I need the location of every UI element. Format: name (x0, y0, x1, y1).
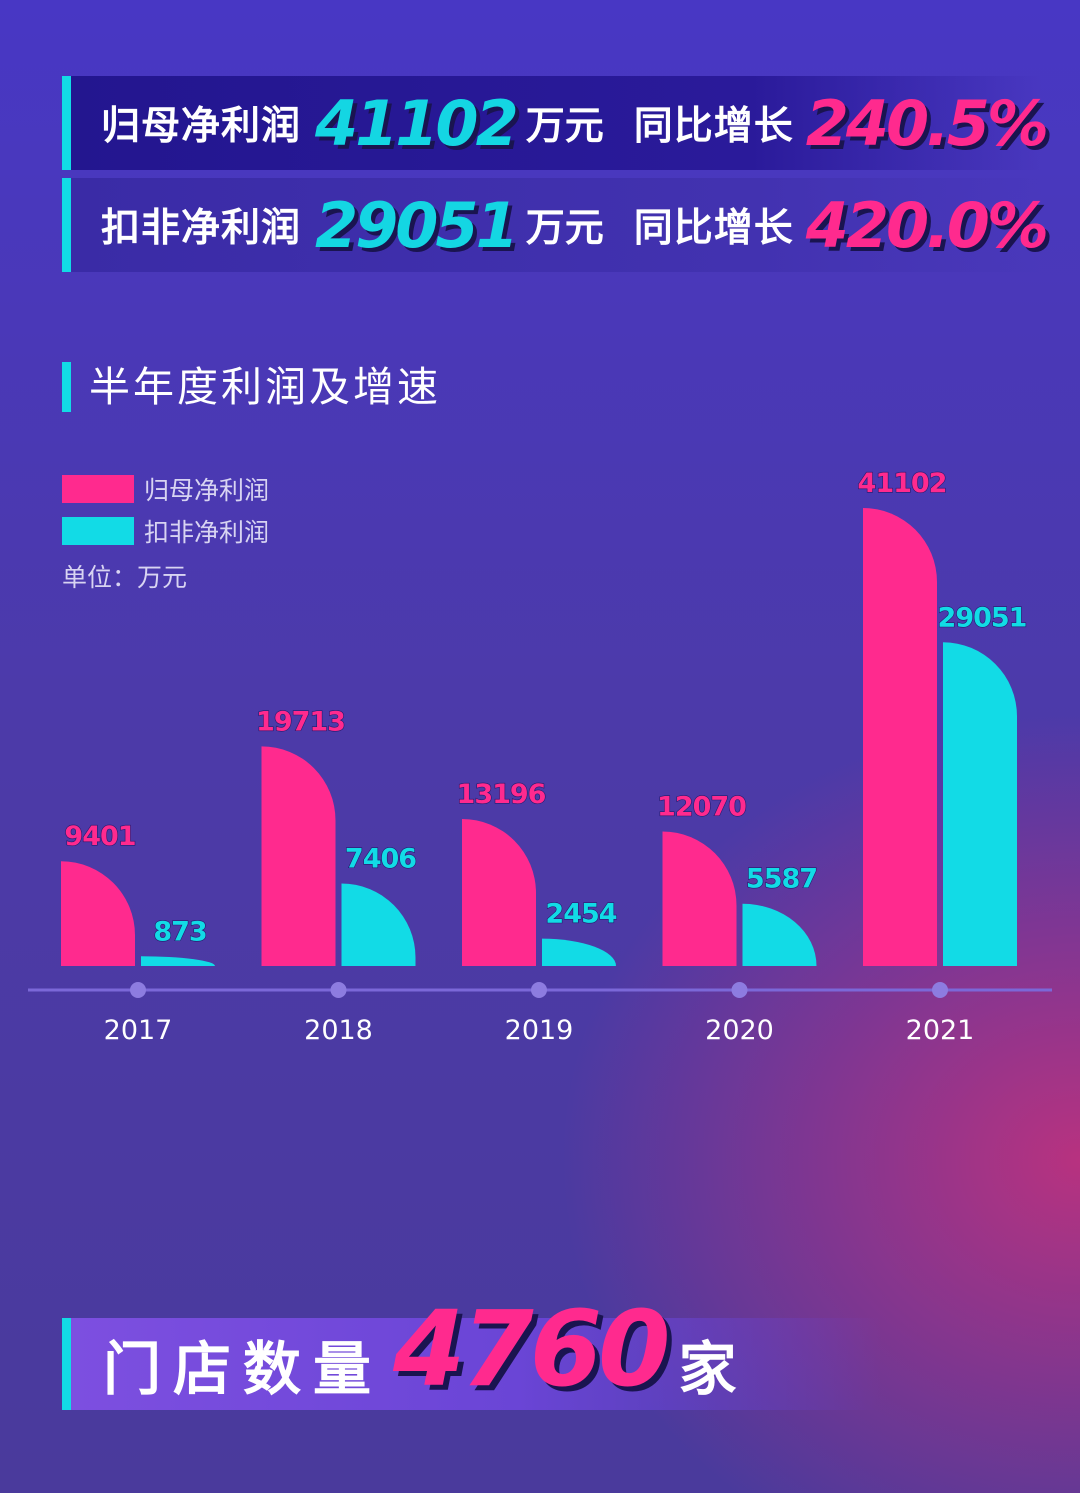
legend-label-deducted-profit: 扣非净利润 (144, 518, 270, 547)
bar-deducted-profit-2020 (742, 903, 817, 966)
data-label-deducted-profit-2020: 5587 (746, 864, 817, 895)
net-profit-label: 归母净利润 (101, 104, 302, 149)
data-label-net-profit-2017: 9401 (64, 821, 135, 852)
bar-net-profit-2020 (662, 831, 737, 966)
bar-net-profit-2017 (61, 861, 135, 966)
legend-item-net-profit: 归母净利润 (62, 468, 269, 510)
data-label-net-profit-2020: 12070 (657, 792, 746, 823)
deducted-profit-label: 扣非净利润 (101, 206, 302, 251)
store-count-label: 门店数量 (103, 1335, 384, 1403)
legend-label-net-profit: 归母净利润 (144, 476, 270, 505)
deducted-profit-growth-label: 同比增长 (633, 206, 794, 251)
deducted-profit-value: 29051 (315, 188, 519, 262)
x-tick-label-2017: 2017 (104, 1015, 173, 1046)
store-count-unit: 家 (678, 1335, 737, 1403)
bar-net-profit-2021 (863, 508, 937, 966)
legend-swatch-pink (62, 475, 134, 503)
store-count-value: 4760 (393, 1288, 670, 1410)
x-tick-label-2020: 2020 (705, 1015, 774, 1046)
chart-legend: 归母净利润 扣非净利润 单位：万元 (62, 468, 269, 594)
legend-swatch-cyan (62, 517, 134, 545)
data-label-deducted-profit-2019: 2454 (545, 899, 616, 930)
net-profit-value: 41102 (315, 86, 519, 160)
bar-deducted-profit-2019 (542, 938, 616, 966)
data-label-deducted-profit-2017: 873 (153, 916, 206, 947)
axis-dot-2017 (130, 982, 146, 998)
net-profit-banner: 归母净利润 41102 万元 同比增长 240.5% (62, 76, 1049, 170)
data-label-deducted-profit-2018: 7406 (345, 843, 416, 874)
bar-deducted-profit-2017 (141, 956, 215, 966)
x-tick-label-2018: 2018 (304, 1015, 373, 1046)
deducted-profit-banner: 扣非净利润 29051 万元 同比增长 420.0% (62, 178, 1049, 272)
x-tick-label-2019: 2019 (505, 1015, 574, 1046)
section-title: 半年度利润及增速 (62, 362, 441, 412)
bar-deducted-profit-2021 (943, 642, 1017, 966)
deducted-profit-unit: 万元 (525, 206, 604, 251)
axis-dot-2020 (731, 982, 748, 998)
store-count-banner: 门店数量 4760 家 (62, 1288, 882, 1410)
data-label-deducted-profit-2021: 29051 (938, 602, 1027, 633)
deducted-profit-growth-value: 420.0% (805, 188, 1049, 262)
axis-dot-2019 (531, 982, 547, 998)
bar-net-profit-2018 (261, 746, 336, 966)
net-profit-growth-label: 同比增长 (633, 104, 794, 149)
net-profit-growth-value: 240.5% (805, 86, 1049, 160)
data-label-net-profit-2018: 19713 (256, 706, 345, 737)
data-label-net-profit-2019: 13196 (457, 779, 546, 810)
data-label-net-profit-2021: 41102 (858, 468, 947, 499)
bar-deducted-profit-2018 (341, 883, 416, 966)
net-profit-unit: 万元 (525, 104, 604, 149)
axis-dot-2018 (330, 982, 347, 998)
axis-dot-2021 (932, 982, 948, 998)
x-tick-label-2021: 2021 (906, 1015, 975, 1046)
chart-unit-note: 单位：万元 (62, 563, 188, 592)
bar-net-profit-2019 (462, 818, 536, 966)
legend-item-deducted-profit: 扣非净利润 (62, 510, 269, 552)
